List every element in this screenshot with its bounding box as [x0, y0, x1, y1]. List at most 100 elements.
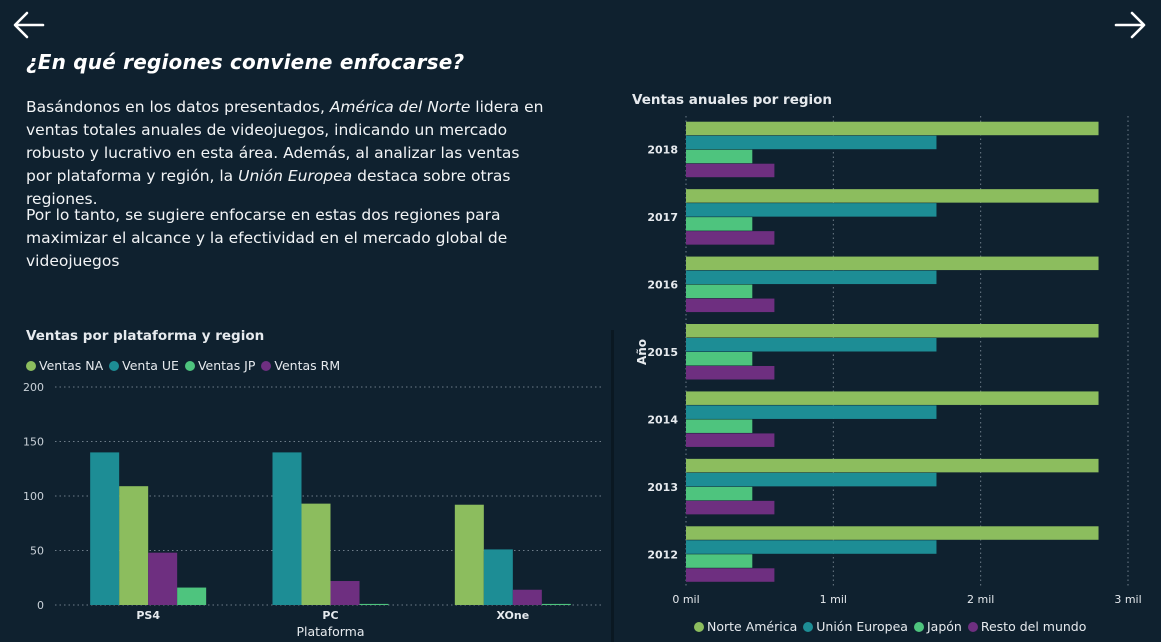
legend-item-platform-2[interactable]: Ventas JP: [184, 358, 256, 373]
legend-label: Venta UE: [122, 358, 179, 373]
platform-chart-title: Ventas por plataforma y region: [26, 328, 265, 344]
legend-label: Unión Europea: [816, 619, 908, 634]
recommendation-paragraph: Por lo tanto, se sugiere enfocarse en es…: [26, 206, 508, 270]
bar-2012-1: [686, 540, 937, 554]
bar-pc-2: [359, 603, 389, 605]
legend-dot-icon: [913, 621, 924, 632]
legend-dot-icon: [26, 360, 36, 371]
y-tick-label: 2014: [647, 413, 678, 426]
bar-2018-3: [686, 163, 775, 178]
bar-2013-2: [686, 486, 753, 501]
bar-2018-0: [686, 121, 1099, 136]
bar-ps4-0: [119, 486, 149, 605]
annual-chart-legend: Norte América Unión Europea Japón Resto del…: [694, 619, 1092, 634]
intro-text-3: destaca sobre otras regiones.: [26, 167, 511, 208]
legend-item-annual-3[interactable]: Resto del mundo: [967, 619, 1087, 634]
legend-item-platform-3[interactable]: Ventas RM: [261, 358, 340, 373]
page-heading: ¿En qué regiones conviene enfocarse?: [26, 50, 465, 74]
legend-label: Ventas NA: [39, 358, 104, 373]
legend-dot-icon: [803, 621, 814, 632]
bar-2014-2: [686, 419, 753, 433]
bar-pc-3: [330, 581, 360, 605]
y-tick-label: 150: [23, 436, 44, 449]
y-tick-label: 50: [30, 545, 44, 558]
y-tick-label: 2013: [647, 481, 678, 494]
legend-item-annual-1[interactable]: Unión Europea: [803, 619, 908, 634]
next-arrow-icon[interactable]: [1113, 8, 1147, 42]
annual-region-chart: 0 mil 1 mil 2 mil 3 mil 2018 2017 2016 2015 2014…: [635, 116, 1142, 606]
legend-dot-icon: [261, 360, 272, 371]
bar-2017-3: [686, 231, 775, 245]
y-axis-title: Año: [635, 339, 649, 365]
platform-region-chart: 0 50 100 150 200 PS4 PC XOne Plataforma: [23, 381, 602, 639]
y-tick-label: 2015: [647, 346, 678, 359]
bar-pc-0: [301, 503, 331, 605]
legend-dot-icon: [967, 621, 978, 632]
bar-2018-2: [686, 149, 753, 164]
y-tick-label: 2017: [647, 211, 678, 224]
x-tick-label: 3 mil: [1114, 593, 1141, 606]
bar-ps4-2: [177, 587, 207, 605]
x-tick-label: XOne: [496, 609, 529, 622]
bar-2013-3: [686, 500, 775, 515]
bar-xone-1: [483, 549, 513, 605]
legend-dot-icon: [184, 360, 195, 371]
x-axis-title: Plataforma: [296, 624, 364, 639]
platform-chart-legend: Ventas NA Venta UE Ventas JP Ventas RM: [26, 358, 346, 373]
x-tick-label: 0 mil: [672, 593, 699, 606]
bar-xone-2: [541, 603, 571, 605]
bar-2018-1: [686, 135, 937, 150]
legend-item-annual-2[interactable]: Japón: [913, 619, 962, 634]
bar-2016-2: [686, 284, 753, 299]
bar-2015-2: [686, 352, 753, 366]
bar-2015-0: [686, 324, 1099, 338]
bar-2016-1: [686, 270, 937, 285]
legend-label: Resto del mundo: [980, 619, 1087, 634]
legend-label: Ventas RM: [274, 358, 341, 373]
bar-2014-1: [686, 405, 937, 419]
bar-2016-0: [686, 256, 1099, 271]
panel-divider: [611, 330, 614, 642]
legend-dot-icon: [694, 621, 704, 632]
x-tick-label: PS4: [136, 609, 160, 622]
bar-2017-2: [686, 217, 753, 231]
bar-2014-3: [686, 433, 775, 447]
intro-emphasis-ue: Unión Europea: [238, 167, 353, 185]
bar-2012-2: [686, 554, 753, 568]
bar-2014-0: [686, 391, 1099, 405]
bar-2012-0: [686, 526, 1099, 540]
y-tick-label: 2018: [647, 144, 678, 157]
bar-2013-0: [686, 458, 1099, 473]
bar-ps4-3: [148, 552, 178, 605]
legend-item-platform-0[interactable]: Ventas NA: [26, 358, 103, 373]
bar-2012-3: [686, 568, 775, 582]
bar-2016-3: [686, 298, 775, 313]
y-tick-label: 0: [37, 599, 44, 612]
legend-item-annual-0[interactable]: Norte América: [694, 619, 797, 634]
y-tick-label: 100: [23, 490, 44, 503]
x-tick-label: 1 mil: [820, 593, 847, 606]
bar-xone-3: [512, 589, 542, 605]
bar-2017-0: [686, 189, 1099, 203]
intro-text-2: lidera en ventas totales anuales de vide…: [26, 98, 544, 185]
bar-2017-1: [686, 203, 937, 217]
x-tick-label: PC: [322, 609, 338, 622]
bar-pc-1: [272, 452, 302, 605]
bar-ps4-1: [90, 452, 120, 605]
intro-emphasis-na: América del Norte: [329, 98, 471, 116]
legend-dot-icon: [109, 360, 120, 371]
x-tick-label: 2 mil: [967, 593, 994, 606]
bar-2015-3: [686, 366, 775, 380]
y-tick-label: 2016: [647, 279, 678, 292]
back-arrow-icon[interactable]: [12, 8, 46, 42]
legend-label: Japón: [926, 619, 962, 634]
bar-xone-0: [454, 504, 484, 605]
intro-text-1: Basándonos en los datos presentados,: [26, 98, 330, 116]
bar-2013-1: [686, 472, 937, 487]
intro-paragraph: Basándonos en los datos presentados, Amé…: [26, 96, 546, 211]
legend-label: Ventas JP: [197, 358, 256, 373]
y-tick-label: 200: [23, 381, 44, 394]
bar-2015-1: [686, 338, 937, 352]
annual-chart-title: Ventas anuales por region: [632, 92, 833, 108]
legend-item-platform-1[interactable]: Venta UE: [109, 358, 179, 373]
